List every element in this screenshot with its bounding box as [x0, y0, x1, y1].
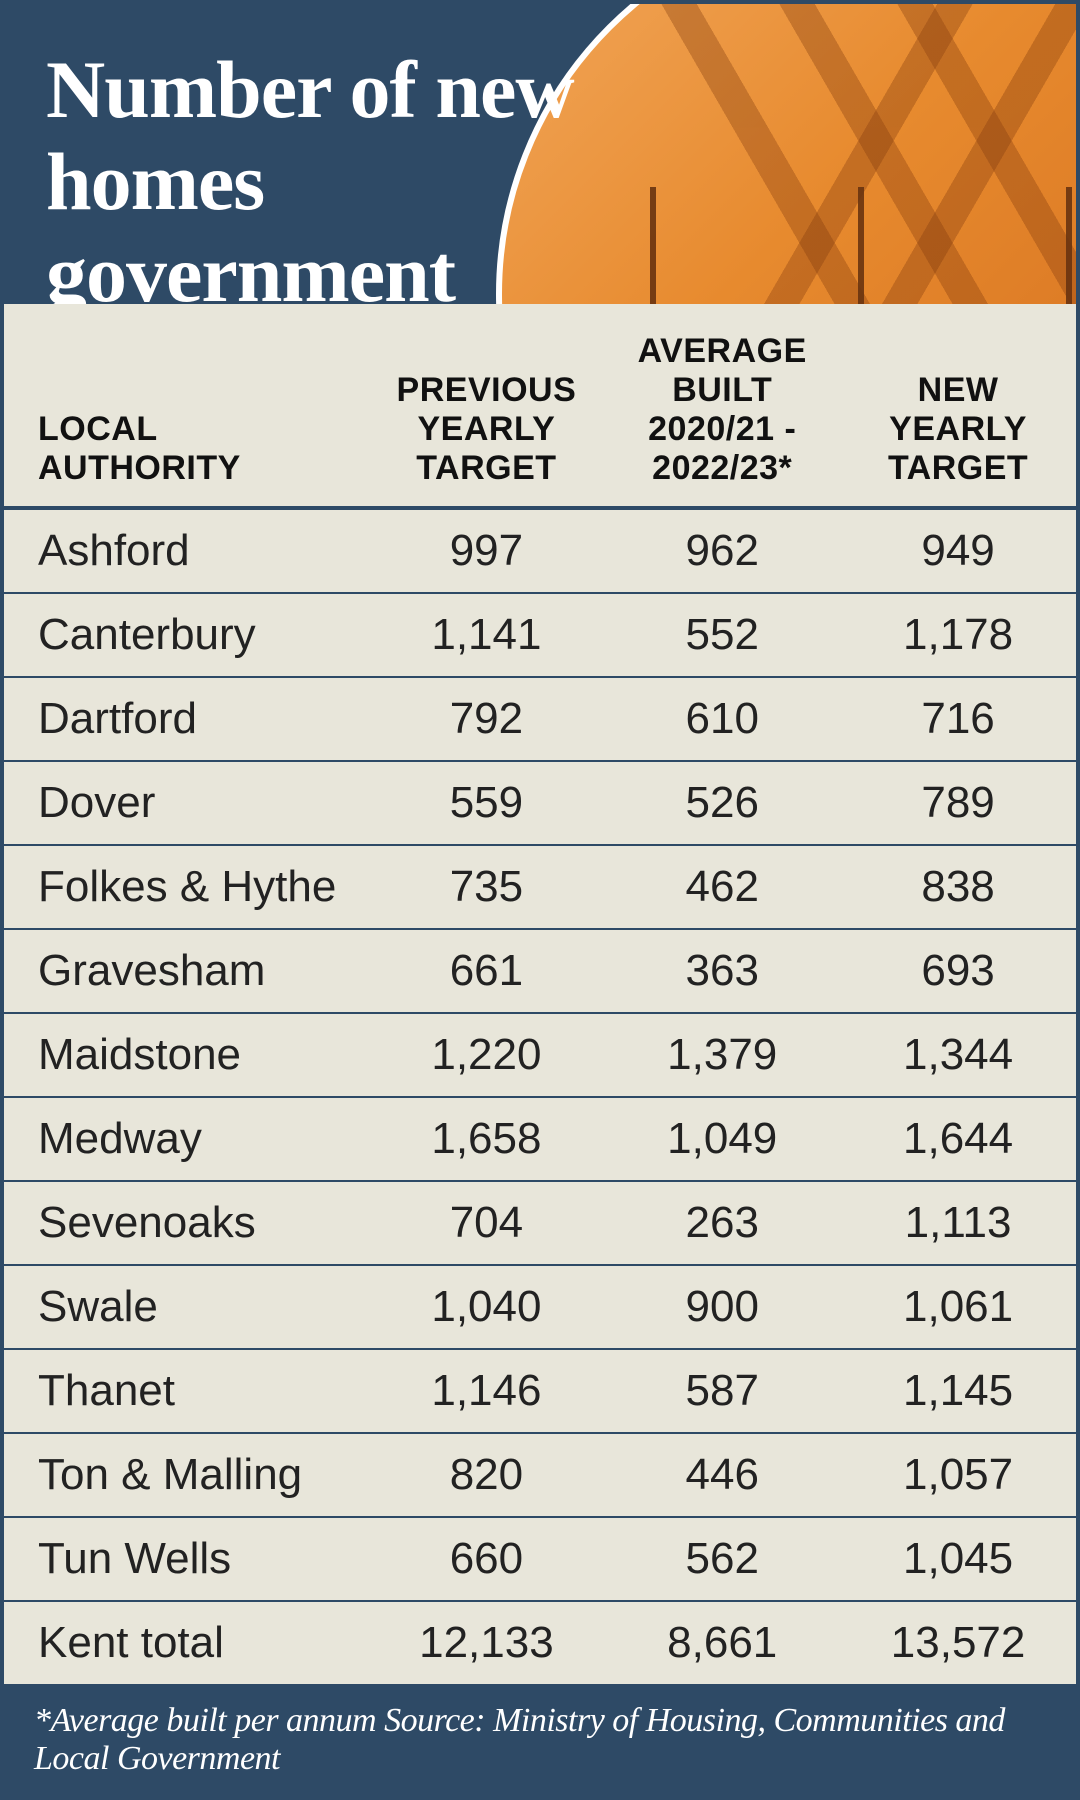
table-row: Kent total12,1338,66113,572 [4, 1601, 1076, 1684]
cell-previous-target: 1,141 [368, 593, 604, 677]
cell-new-target: 1,644 [840, 1097, 1076, 1181]
cell-previous-target: 559 [368, 761, 604, 845]
cell-average-built: 587 [604, 1349, 840, 1433]
cell-average-built: 526 [604, 761, 840, 845]
cell-previous-target: 12,133 [368, 1601, 604, 1684]
cell-average-built: 263 [604, 1181, 840, 1265]
cell-new-target: 1,045 [840, 1517, 1076, 1601]
cell-previous-target: 792 [368, 677, 604, 761]
footnote: *Average built per annum Source: Ministr… [4, 1684, 1076, 1796]
cell-new-target: 1,178 [840, 593, 1076, 677]
cell-new-target: 13,572 [840, 1601, 1076, 1684]
cell-new-target: 1,061 [840, 1265, 1076, 1349]
cell-previous-target: 1,040 [368, 1265, 604, 1349]
col-header-authority: LOCAL AUTHORITY [4, 304, 368, 508]
infographic-title: Number of new homes government requires … [46, 44, 686, 304]
cell-authority: Thanet [4, 1349, 368, 1433]
cell-authority: Swale [4, 1265, 368, 1349]
cell-average-built: 462 [604, 845, 840, 929]
cell-previous-target: 704 [368, 1181, 604, 1265]
cell-previous-target: 820 [368, 1433, 604, 1517]
cell-new-target: 949 [840, 508, 1076, 593]
table-area: LOCAL AUTHORITY PREVIOUS YEARLY TARGET A… [4, 304, 1076, 1684]
cell-average-built: 900 [604, 1265, 840, 1349]
cell-authority: Sevenoaks [4, 1181, 368, 1265]
cell-previous-target: 1,146 [368, 1349, 604, 1433]
cell-average-built: 610 [604, 677, 840, 761]
cell-average-built: 8,661 [604, 1601, 840, 1684]
cell-new-target: 1,057 [840, 1433, 1076, 1517]
cell-authority: Maidstone [4, 1013, 368, 1097]
table-row: Canterbury1,1415521,178 [4, 593, 1076, 677]
table-row: Gravesham661363693 [4, 929, 1076, 1013]
table-row: Ton & Malling8204461,057 [4, 1433, 1076, 1517]
table-row: Medway1,6581,0491,644 [4, 1097, 1076, 1181]
table-row: Ashford997962949 [4, 508, 1076, 593]
cell-authority: Gravesham [4, 929, 368, 1013]
cell-authority: Kent total [4, 1601, 368, 1684]
cell-authority: Medway [4, 1097, 368, 1181]
cell-new-target: 693 [840, 929, 1076, 1013]
cell-authority: Ashford [4, 508, 368, 593]
cell-authority: Tun Wells [4, 1517, 368, 1601]
cell-authority: Ton & Malling [4, 1433, 368, 1517]
housing-targets-table: LOCAL AUTHORITY PREVIOUS YEARLY TARGET A… [4, 304, 1076, 1684]
cell-previous-target: 1,220 [368, 1013, 604, 1097]
cell-new-target: 716 [840, 677, 1076, 761]
cell-new-target: 1,145 [840, 1349, 1076, 1433]
cell-average-built: 446 [604, 1433, 840, 1517]
cell-previous-target: 660 [368, 1517, 604, 1601]
cell-previous-target: 661 [368, 929, 604, 1013]
table-row: Dover559526789 [4, 761, 1076, 845]
cell-average-built: 562 [604, 1517, 840, 1601]
table-row: Maidstone1,2201,3791,344 [4, 1013, 1076, 1097]
cell-previous-target: 735 [368, 845, 604, 929]
header-panel: Number of new homes government requires … [4, 4, 1076, 304]
table-row: Thanet1,1465871,145 [4, 1349, 1076, 1433]
cell-new-target: 789 [840, 761, 1076, 845]
col-header-average-built: AVERAGE BUILT 2020/21 - 2022/23* [604, 304, 840, 508]
table-body: Ashford997962949Canterbury1,1415521,178D… [4, 508, 1076, 1684]
cell-authority: Canterbury [4, 593, 368, 677]
cell-average-built: 962 [604, 508, 840, 593]
cell-new-target: 838 [840, 845, 1076, 929]
table-row: Dartford792610716 [4, 677, 1076, 761]
cell-authority: Dover [4, 761, 368, 845]
table-row: Sevenoaks7042631,113 [4, 1181, 1076, 1265]
infographic-card: Number of new homes government requires … [0, 0, 1080, 1800]
col-header-previous-target: PREVIOUS YEARLY TARGET [368, 304, 604, 508]
cell-previous-target: 997 [368, 508, 604, 593]
table-row: Tun Wells6605621,045 [4, 1517, 1076, 1601]
cell-average-built: 1,379 [604, 1013, 840, 1097]
cell-authority: Folkes & Hythe [4, 845, 368, 929]
cell-new-target: 1,113 [840, 1181, 1076, 1265]
cell-average-built: 1,049 [604, 1097, 840, 1181]
cell-average-built: 363 [604, 929, 840, 1013]
cell-previous-target: 1,658 [368, 1097, 604, 1181]
cell-authority: Dartford [4, 677, 368, 761]
table-row: Swale1,0409001,061 [4, 1265, 1076, 1349]
table-header-row: LOCAL AUTHORITY PREVIOUS YEARLY TARGET A… [4, 304, 1076, 508]
cell-new-target: 1,344 [840, 1013, 1076, 1097]
col-header-new-target: NEW YEARLY TARGET [840, 304, 1076, 508]
cell-average-built: 552 [604, 593, 840, 677]
table-row: Folkes & Hythe735462838 [4, 845, 1076, 929]
